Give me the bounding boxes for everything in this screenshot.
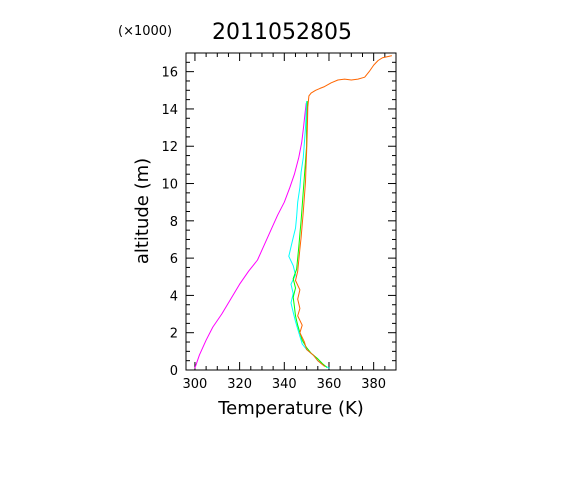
y-tick-label: 10: [161, 178, 178, 193]
y-axis-title: altitude (m): [132, 158, 153, 264]
y-tick-label: 14: [161, 103, 178, 118]
y-tick-label: 2: [170, 327, 178, 342]
y-tick-label: 12: [161, 140, 178, 155]
series-line-3: [292, 101, 328, 368]
x-tick-label: 360: [317, 377, 342, 392]
y-tick-label: 8: [170, 215, 178, 230]
y-tick-label: 4: [170, 289, 178, 304]
y-multiplier-label: (×1000): [118, 24, 172, 39]
y-axis-ticks: 0 2 4 6 8 10 12 14 16: [161, 52, 396, 379]
y-tick-label: 6: [170, 252, 178, 267]
x-axis-ticks: 300 320 340 360 380: [183, 53, 397, 392]
y-tick-label: 0: [170, 364, 178, 379]
series-line-2: [288, 101, 330, 369]
x-tick-label: 300: [183, 377, 208, 392]
x-tick-label: 320: [227, 377, 252, 392]
series-layer: [194, 55, 392, 369]
series-line-1: [194, 102, 307, 369]
chart-title: 2011052805: [212, 20, 352, 45]
plot-frame: [185, 52, 397, 371]
series-line-4: [295, 55, 392, 367]
x-axis-title: Temperature (K): [217, 398, 364, 419]
y-tick-label: 16: [161, 66, 178, 81]
x-tick-label: 380: [361, 377, 386, 392]
x-tick-label: 340: [272, 377, 297, 392]
